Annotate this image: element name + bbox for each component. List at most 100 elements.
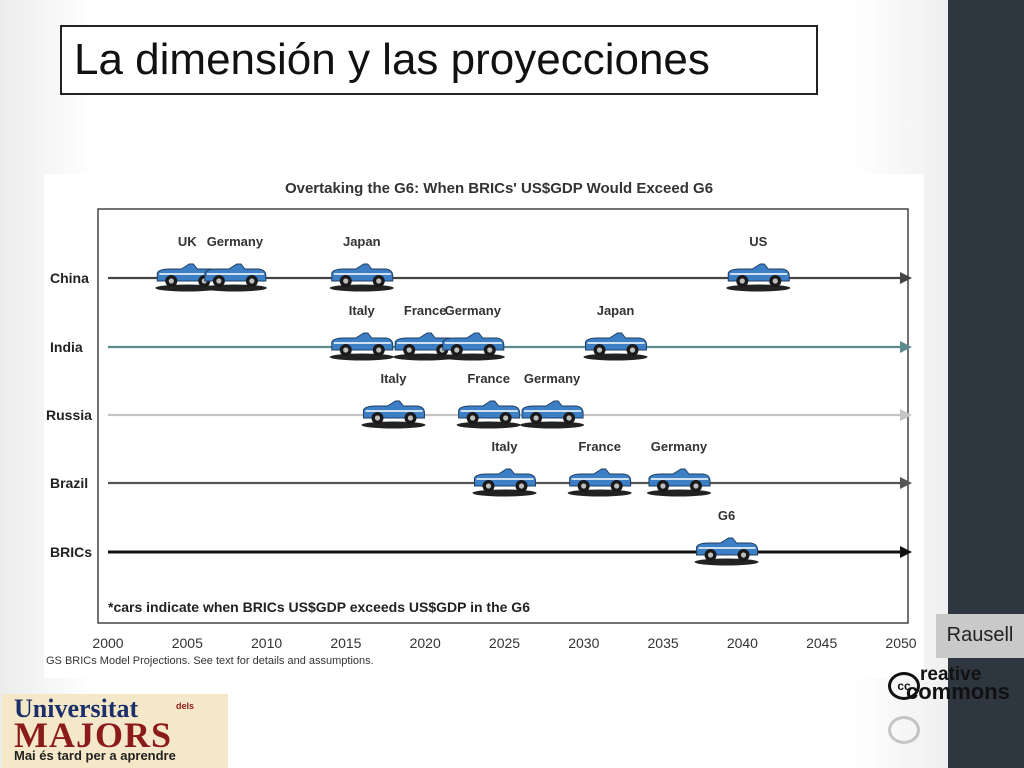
event-label: France: [467, 371, 510, 386]
car-marker: Italy: [472, 439, 537, 497]
x-tick-label: 2000: [92, 635, 123, 651]
row-arrowhead: [900, 341, 912, 353]
x-tick-label: 2015: [330, 635, 361, 651]
car-marker: US: [726, 234, 791, 292]
car-hub: [249, 278, 255, 284]
car-hub: [376, 347, 382, 353]
event-label: Japan: [597, 303, 635, 318]
row-arrowhead: [900, 546, 912, 558]
car-shadow: [456, 421, 521, 429]
uni-logo-dels: dels: [176, 701, 195, 711]
car-hub: [581, 483, 587, 489]
x-axis-ticks: 2000 2005 2010 2015 2020 2025 2030 2035 2040 2045…: [92, 635, 916, 651]
x-tick-label: 2025: [489, 635, 520, 651]
car-hub: [693, 483, 699, 489]
row-label: India: [50, 339, 83, 355]
car-marker: France: [456, 371, 521, 429]
slide-title: La dimensión y las proyecciones: [74, 35, 710, 84]
x-tick-label: 2005: [172, 635, 203, 651]
car-hub: [614, 483, 620, 489]
event-label: Italy: [491, 439, 518, 454]
car-hub: [596, 347, 603, 353]
event-label: Germany: [651, 439, 708, 454]
car-hub: [343, 278, 349, 284]
row-label: China: [50, 270, 89, 286]
car-shadow: [329, 353, 394, 361]
x-tick-label: 2040: [727, 635, 758, 651]
event-label: France: [404, 303, 447, 318]
chart-image: Overtaking the G6: When BRICs' US$GDP Wo…: [44, 174, 924, 678]
car-shadow: [567, 489, 632, 497]
row-brics: BRICs G6: [50, 508, 912, 566]
car-shadow: [472, 489, 537, 497]
car-marker: Italy: [329, 303, 394, 361]
row-label: BRICs: [50, 544, 92, 560]
x-tick-label: 2035: [648, 635, 679, 651]
event-label: G6: [718, 508, 735, 523]
car-hub: [343, 347, 349, 353]
event-label: Italy: [349, 303, 376, 318]
event-label: UK: [178, 234, 197, 249]
car-marker: Germany: [520, 371, 585, 429]
row-arrowhead: [900, 409, 912, 421]
car-hub: [707, 552, 714, 558]
car-hub: [740, 552, 747, 558]
credit-box: Rausell: [936, 614, 1024, 658]
car-shadow: [440, 353, 505, 361]
car-hub: [374, 415, 381, 421]
row-label: Russia: [46, 407, 92, 423]
chart: Overtaking the G6: When BRICs' US$GDP Wo…: [44, 174, 924, 678]
car-shadow: [646, 489, 711, 497]
uni-logo-line-2: MAJORS: [14, 715, 172, 755]
car-marker: Japan: [583, 303, 648, 361]
car-hub: [487, 347, 493, 353]
uni-logo-line-3: Mai és tard per a aprendre: [14, 748, 176, 763]
row-russia: Russia Italy France Germany: [46, 371, 912, 429]
event-label: Germany: [524, 371, 581, 386]
car-hub: [406, 347, 412, 353]
car-marker: Germany: [646, 439, 711, 497]
car-hub: [216, 278, 222, 284]
event-label: France: [578, 439, 621, 454]
car-hub: [376, 278, 382, 284]
car-shadow: [583, 353, 648, 361]
car-hub: [454, 347, 460, 353]
event-label: Japan: [343, 234, 381, 249]
row-arrowhead: [900, 272, 912, 284]
car-marker: G6: [694, 508, 759, 566]
author-credit: Rausell: [946, 624, 1014, 646]
car-marker: Germany: [440, 303, 505, 361]
car-hub: [739, 278, 745, 284]
car-hub: [503, 415, 509, 421]
car-marker: France: [393, 303, 458, 361]
row-brazil: Brazil Italy France Germany: [50, 439, 912, 497]
event-label: Germany: [445, 303, 502, 318]
creative-commons-logo: cc reative commons: [886, 664, 1024, 704]
car-shadow: [361, 421, 426, 429]
title-box: La dimensión y las proyecciones: [60, 25, 818, 95]
car-shadow: [726, 284, 791, 292]
event-label: Italy: [380, 371, 407, 386]
cc-word-1: reative: [920, 664, 982, 685]
x-tick-label: 2020: [410, 635, 441, 651]
car-hub: [629, 347, 636, 353]
car-marker: Germany: [202, 234, 267, 292]
uni-logo-line-1: Universitat: [14, 694, 139, 723]
x-tick-label: 2045: [806, 635, 837, 651]
car-hub: [407, 415, 414, 421]
x-tick-label: 2030: [568, 635, 599, 651]
event-label: Germany: [207, 234, 264, 249]
car-hub: [566, 415, 572, 421]
car-hub: [772, 278, 778, 284]
x-tick-label: 2050: [885, 635, 916, 651]
car-hub: [485, 483, 492, 489]
chart-source: GS BRICs Model Projections. See text for…: [46, 655, 374, 667]
x-tick-label: 2010: [251, 635, 282, 651]
row-arrowhead: [900, 477, 912, 489]
car-marker: Japan: [329, 234, 394, 292]
cc-word-2: commons: [906, 679, 1010, 704]
universitat-logo: Universitat dels MAJORS Mai és tard per …: [2, 694, 228, 768]
event-label: US: [749, 234, 767, 249]
